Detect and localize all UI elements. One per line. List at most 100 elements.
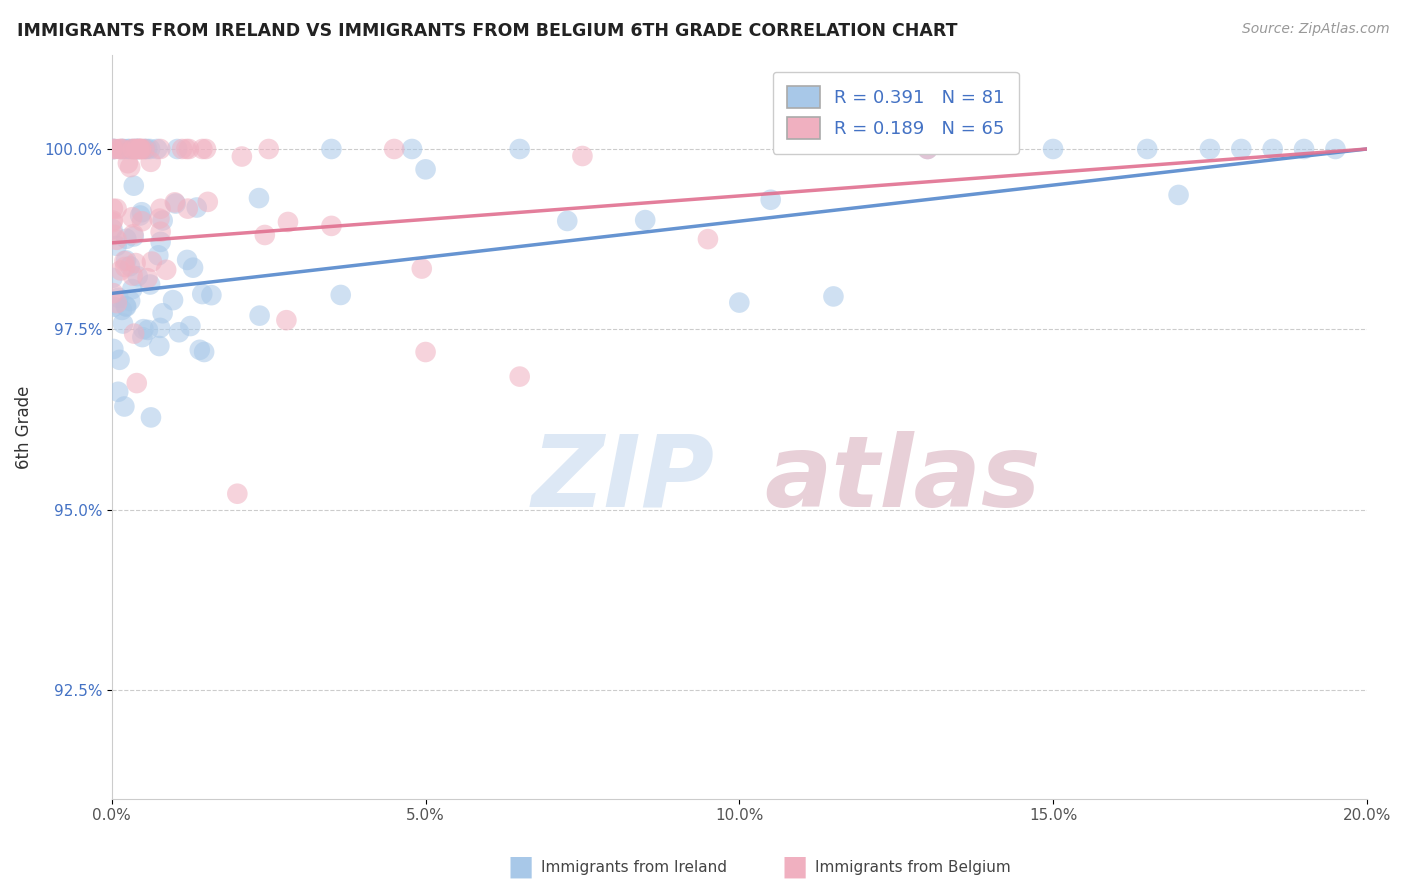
Point (107, 142, 129, 156)
Point (131, 214, 153, 228)
Point (118, 259, 141, 273)
Point (277, 215, 299, 229)
Point (101, 215, 124, 229)
Point (176, 252, 198, 267)
Point (115, 232, 138, 246)
Point (101, 202, 124, 216)
Point (122, 142, 145, 156)
Point (103, 286, 125, 301)
Point (253, 227, 276, 242)
Point (125, 142, 148, 156)
Point (131, 205, 153, 219)
Point (571, 149, 593, 163)
Point (1136, 142, 1159, 156)
Point (117, 156, 139, 170)
Point (110, 142, 132, 156)
Point (139, 154, 162, 169)
Point (177, 142, 200, 156)
Point (191, 287, 214, 301)
Point (115, 300, 138, 314)
Point (226, 487, 249, 501)
Point (103, 142, 125, 156)
Point (917, 142, 939, 156)
Point (728, 295, 751, 310)
Point (148, 211, 170, 226)
Point (177, 202, 200, 216)
Point (382, 142, 405, 156)
Point (191, 142, 214, 156)
Text: atlas: atlas (765, 431, 1040, 527)
Point (128, 142, 150, 156)
Point (105, 239, 128, 253)
Point (121, 282, 143, 296)
Point (152, 306, 174, 320)
Point (697, 232, 720, 246)
Point (131, 330, 153, 344)
Text: ■: ■ (508, 853, 533, 881)
Point (415, 162, 437, 177)
Point (162, 293, 184, 307)
Point (101, 213, 124, 227)
Point (127, 269, 149, 284)
Point (172, 142, 194, 156)
Text: IMMIGRANTS FROM IRELAND VS IMMIGRANTS FROM BELGIUM 6TH GRADE CORRELATION CHART: IMMIGRANTS FROM IRELAND VS IMMIGRANTS FR… (17, 22, 957, 40)
Point (104, 142, 127, 156)
Point (257, 142, 280, 156)
Point (139, 142, 162, 156)
Point (509, 369, 531, 384)
Point (321, 219, 343, 233)
Point (117, 142, 139, 156)
Point (115, 253, 138, 268)
Legend: R = 0.391   N = 81, R = 0.189   N = 65: R = 0.391 N = 81, R = 0.189 N = 65 (773, 71, 1019, 153)
Point (759, 193, 782, 207)
Point (174, 142, 197, 156)
Point (101, 222, 124, 236)
Point (1324, 142, 1347, 156)
Point (124, 256, 146, 270)
Point (139, 410, 162, 425)
Point (114, 299, 136, 313)
Point (917, 142, 939, 156)
Point (152, 213, 174, 227)
Point (194, 142, 217, 156)
Point (111, 142, 134, 156)
Point (103, 227, 125, 242)
Point (415, 345, 437, 359)
Point (401, 142, 423, 156)
Point (125, 376, 148, 390)
Point (108, 352, 131, 367)
Point (131, 142, 153, 156)
Point (111, 302, 134, 317)
Point (120, 160, 142, 174)
Point (509, 142, 531, 156)
Point (181, 260, 204, 275)
Point (148, 339, 170, 353)
Point (112, 142, 135, 156)
Point (127, 142, 149, 156)
Point (127, 142, 149, 156)
Point (111, 142, 134, 156)
Point (166, 142, 188, 156)
Point (129, 142, 152, 156)
Point (197, 194, 219, 209)
Point (122, 227, 145, 242)
Point (121, 211, 143, 225)
Point (165, 196, 187, 211)
Point (103, 300, 125, 314)
Point (167, 325, 190, 339)
Point (276, 313, 298, 327)
Point (107, 384, 129, 399)
Point (111, 317, 134, 331)
Point (121, 268, 143, 283)
Text: Source: ZipAtlas.com: Source: ZipAtlas.com (1241, 22, 1389, 37)
Point (122, 178, 145, 193)
Point (125, 142, 148, 156)
Point (132, 322, 155, 336)
Point (634, 213, 657, 227)
Point (120, 293, 142, 308)
Point (136, 323, 159, 337)
Point (149, 321, 172, 335)
Point (139, 277, 162, 292)
Point (1167, 188, 1189, 202)
Text: Immigrants from Belgium: Immigrants from Belgium (815, 860, 1011, 874)
